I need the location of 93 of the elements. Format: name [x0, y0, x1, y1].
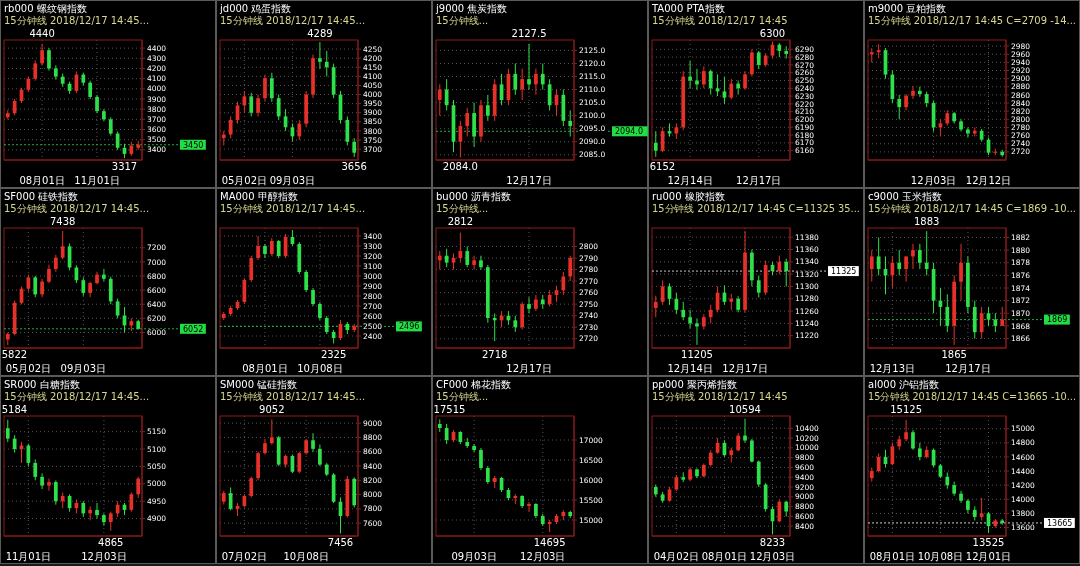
x-tick-label: 07月02日 — [221, 551, 268, 562]
text: 7456 — [327, 537, 354, 548]
x-tick-label: 05月02日 — [221, 175, 268, 186]
x-tick-label: 12月14日 — [667, 175, 713, 186]
text: 15125 — [890, 404, 923, 415]
x-tick-label: 11月01日 — [74, 175, 120, 186]
ref-line-label: 2094.0 — [615, 127, 643, 137]
text: 2325 — [320, 349, 347, 360]
chart-title: c9000 玉米指数 — [868, 191, 943, 202]
chart-title: jd000 鸡蛋指数 — [219, 3, 292, 14]
chart-title: pp000 聚丙烯指数 — [652, 379, 737, 390]
text: 4440 — [29, 28, 55, 39]
text: 1865 — [941, 349, 967, 360]
text: 14695 — [533, 537, 566, 548]
ref-line-label: 11325 — [831, 266, 857, 276]
chart-subtitle: 15分钟线 2018/12/17 14:45 C=13665 -10... — [868, 391, 1080, 402]
x-tick-label: 12月03日 — [749, 551, 796, 562]
text: 2812 — [447, 216, 474, 227]
x-tick-label: 12月13日 — [869, 363, 916, 374]
chart-subtitle: 15分钟线 2018/12/17 14:45 C=11325 35... — [652, 203, 864, 214]
x-tick-label: 08月01日 — [19, 175, 65, 186]
x-tick-label: 12月12日 — [965, 175, 1012, 186]
x-tick-label: 12月01日 — [965, 551, 1012, 562]
chart-title: SM000 锰硅指数 — [220, 379, 298, 390]
chart-title: bu000 沥青指数 — [436, 191, 511, 202]
chart-title: SF000 硅铁指数 — [4, 191, 79, 202]
chart-subtitle: 15分钟线... — [436, 15, 489, 26]
chart-subtitle: 15分钟线 2018/12/17 14:45 C=2709 -14... — [868, 15, 1077, 26]
ref-line-label: 2496 — [399, 322, 420, 332]
x-tick-label: 09月03日 — [269, 175, 316, 186]
chart-subtitle: 15分钟线 2018/12/17 14:45... — [4, 15, 150, 26]
text: 4865 — [98, 537, 124, 548]
x-tick-label: 12月03日 — [520, 551, 566, 562]
x-tick-label: 09月03日 — [60, 363, 107, 374]
x-tick-label: 10月08日 — [283, 551, 329, 562]
x-tick-label: 10月08日 — [297, 363, 343, 374]
chart-subtitle: 15分钟线 2018/12/17 14:45 — [652, 391, 788, 402]
chart-subtitle: 15分钟线 2018/12/17 14:45... — [220, 203, 366, 214]
x-tick-label: 12月17日 — [945, 363, 991, 374]
text: 13525 — [972, 537, 1005, 548]
chart-subtitle: 15分钟线... — [436, 203, 489, 214]
chart-title: SR000 白糖指数 — [4, 379, 80, 390]
chart-title: MA000 甲醇指数 — [220, 191, 298, 202]
text: 5822 — [1, 349, 28, 360]
text: 4289 — [307, 28, 333, 39]
x-tick-label: 12月14日 — [667, 363, 713, 374]
chart-subtitle: 15分钟线 2018/12/17 14:45 — [652, 15, 788, 26]
x-tick-label: 12月17日 — [506, 175, 552, 186]
chart-title: CF000 棉花指数 — [436, 379, 511, 390]
text: 6300 — [759, 28, 786, 39]
text: 7438 — [49, 216, 76, 227]
chart-title: m9000 豆粕指数 — [868, 3, 947, 14]
text: 8233 — [759, 537, 786, 548]
chart-title: al000 沪铝指数 — [868, 379, 940, 390]
x-tick-label: 08月01日 — [869, 551, 916, 562]
text: 11205 — [681, 349, 713, 360]
chart-subtitle: 15分钟线... — [436, 391, 489, 402]
chart-title: j9000 焦炭指数 — [435, 3, 508, 14]
x-tick-label: 04月02日 — [653, 551, 700, 562]
text: 1883 — [913, 216, 940, 227]
x-tick-label: 12月03日 — [910, 175, 957, 186]
chart-title: ru000 橡胶指数 — [652, 191, 725, 202]
x-tick-label: 11月01日 — [5, 551, 52, 562]
chart-subtitle: 15分钟线 2018/12/17 14:45... — [4, 203, 150, 214]
ref-line-label: 1869 — [1047, 315, 1068, 325]
x-tick-label: 09月03日 — [451, 551, 497, 562]
x-tick-label: 08月01日 — [701, 551, 748, 562]
chart-title: rb000 螺纹钢指数 — [4, 3, 87, 14]
text: 5184 — [1, 404, 28, 415]
text: 3317 — [111, 161, 138, 172]
text: 17515 — [433, 404, 466, 415]
x-tick-label: 10月08日 — [917, 551, 964, 562]
ref-line-label: 3450 — [183, 140, 204, 150]
chart-subtitle: 15分钟线 2018/12/17 14:45... — [220, 15, 366, 26]
text: 9052 — [259, 404, 285, 415]
x-tick-label: 05月02日 — [5, 363, 52, 374]
x-tick-label: 12月17日 — [722, 363, 768, 374]
text: 2127.5 — [511, 28, 547, 39]
text: 10594 — [729, 404, 761, 415]
text: 3656 — [341, 161, 367, 172]
ref-line-label: 13665 — [1047, 518, 1073, 528]
chart-subtitle: 15分钟线 2018/12/17 14:45... — [220, 391, 366, 402]
x-tick-label: 12月17日 — [506, 363, 552, 374]
text: 6152 — [649, 161, 676, 172]
chart-title: TA000 PTA指数 — [651, 3, 725, 14]
chart-subtitle: 15分钟线 2018/12/17 14:45 C=1869 -10... — [868, 203, 1077, 214]
chart-subtitle: 15分钟线 2018/12/17 14:45... — [4, 391, 150, 402]
text: 2084.0 — [442, 161, 478, 172]
x-tick-label: 12月03日 — [81, 551, 127, 562]
x-tick-label: 08月01日 — [242, 363, 288, 374]
text: 2718 — [481, 349, 508, 360]
x-tick-label: 12月17日 — [736, 175, 782, 186]
ref-line-label: 6052 — [183, 324, 204, 334]
